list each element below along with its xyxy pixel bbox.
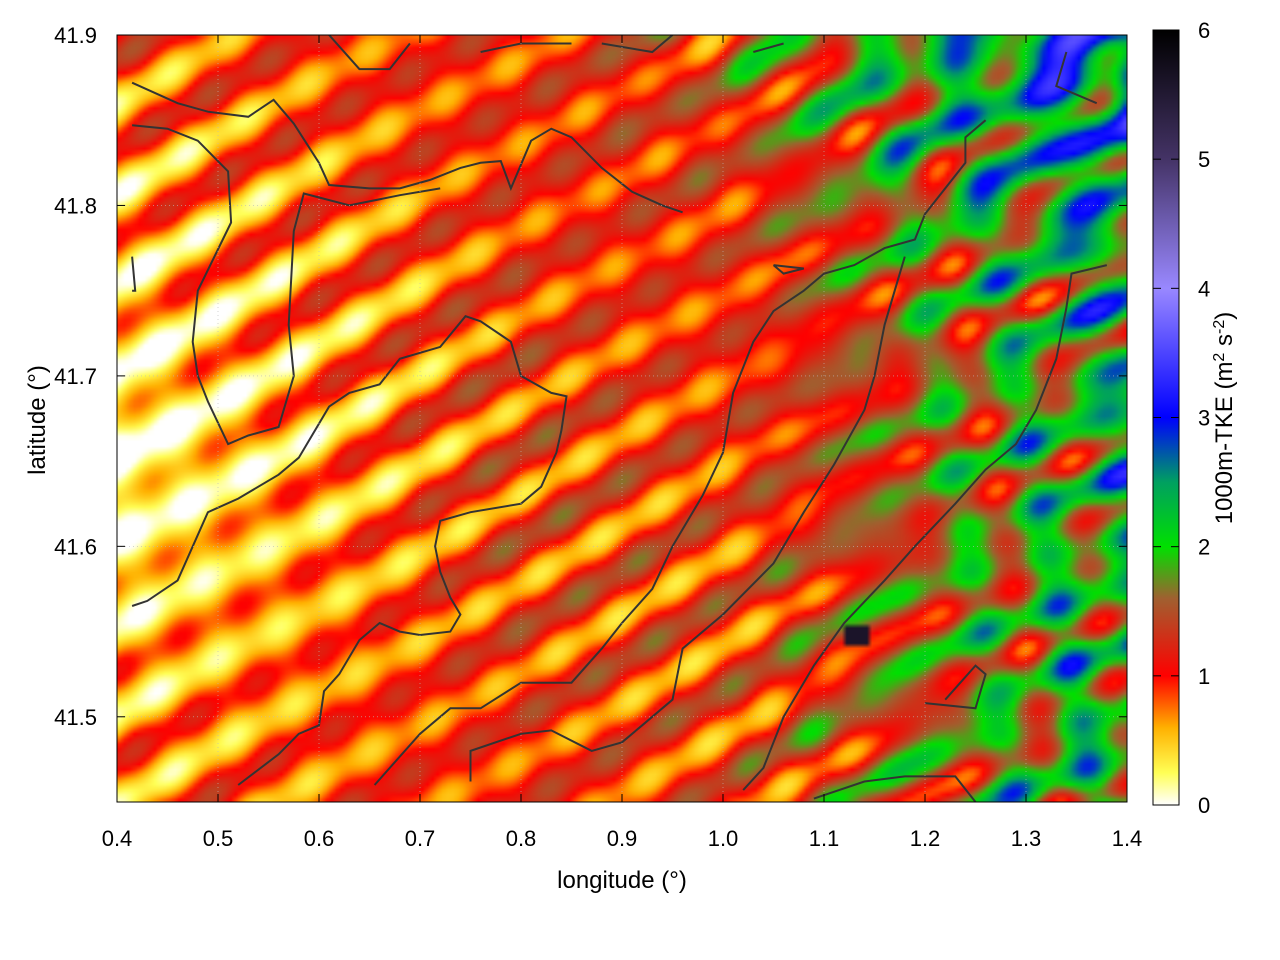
contour-line-14 (772, 264, 805, 275)
x-tick-label: 0.8 (506, 826, 537, 851)
contour-line-4 (469, 256, 906, 782)
heatmap-field (117, 35, 1127, 802)
y-axis-ticks: 41.5 41.6 41.7 41.8 41.9 (54, 23, 1127, 730)
contour-line-12 (1055, 51, 1098, 105)
x-axis-title: longitude (°) (557, 867, 687, 894)
contour-line-7 (924, 664, 987, 710)
contour-line-11 (753, 42, 784, 53)
x-axis-ticks: 0.4 0.5 0.6 0.7 0.8 0.9 1.0 1.1 1.2 1.3 1.4 (102, 35, 1143, 851)
colorbar-tick-label: 0 (1198, 793, 1210, 818)
x-tick-label: 0.7 (405, 826, 436, 851)
terrain-contours (131, 35, 1108, 802)
contour-line-13 (131, 256, 137, 292)
y-tick-label: 41.7 (54, 364, 97, 389)
y-tick-label: 41.8 (54, 193, 97, 218)
colorbar: 0 1 2 3 4 5 6 1000m-TKE (m2 s-2) (1152, 18, 1239, 818)
colorbar-ticks: 0 1 2 3 4 5 6 (1153, 18, 1210, 818)
contour-line-1 (132, 124, 441, 446)
colorbar-tick-label: 4 (1198, 276, 1210, 301)
contour-line-10 (601, 35, 674, 54)
x-tick-label: 0.9 (607, 826, 638, 851)
y-tick-label: 41.6 (54, 534, 97, 559)
colorbar-tick-label: 6 (1198, 18, 1210, 43)
x-tick-label: 1.2 (910, 826, 941, 851)
contour-line-3 (373, 119, 987, 786)
x-tick-label: 0.6 (304, 826, 335, 851)
colorbar-tick-label: 1 (1198, 664, 1210, 689)
contour-line-6 (813, 775, 977, 802)
colorbar-tick-label: 5 (1198, 147, 1210, 172)
colorbar-title: 1000m-TKE (m2 s-2) (1211, 312, 1239, 525)
colorbar-tick-label: 3 (1198, 406, 1210, 431)
x-tick-label: 0.5 (203, 826, 234, 851)
x-tick-label: 1.1 (809, 826, 840, 851)
contour-line-0 (131, 81, 683, 214)
x-tick-label: 1.4 (1112, 826, 1143, 851)
contour-line-5 (742, 264, 1108, 791)
x-tick-label: 0.4 (102, 826, 133, 851)
plot-area (116, 34, 1128, 803)
contour-line-2 (131, 315, 568, 786)
x-tick-label: 1.3 (1011, 826, 1042, 851)
y-tick-label: 41.5 (54, 705, 97, 730)
colorbar-tick-label: 2 (1198, 535, 1210, 560)
y-axis-title: latitude (°) (24, 365, 51, 475)
x-tick-label: 1.0 (708, 826, 739, 851)
y-tick-label: 41.9 (54, 23, 97, 48)
contour-line-8 (328, 35, 411, 71)
